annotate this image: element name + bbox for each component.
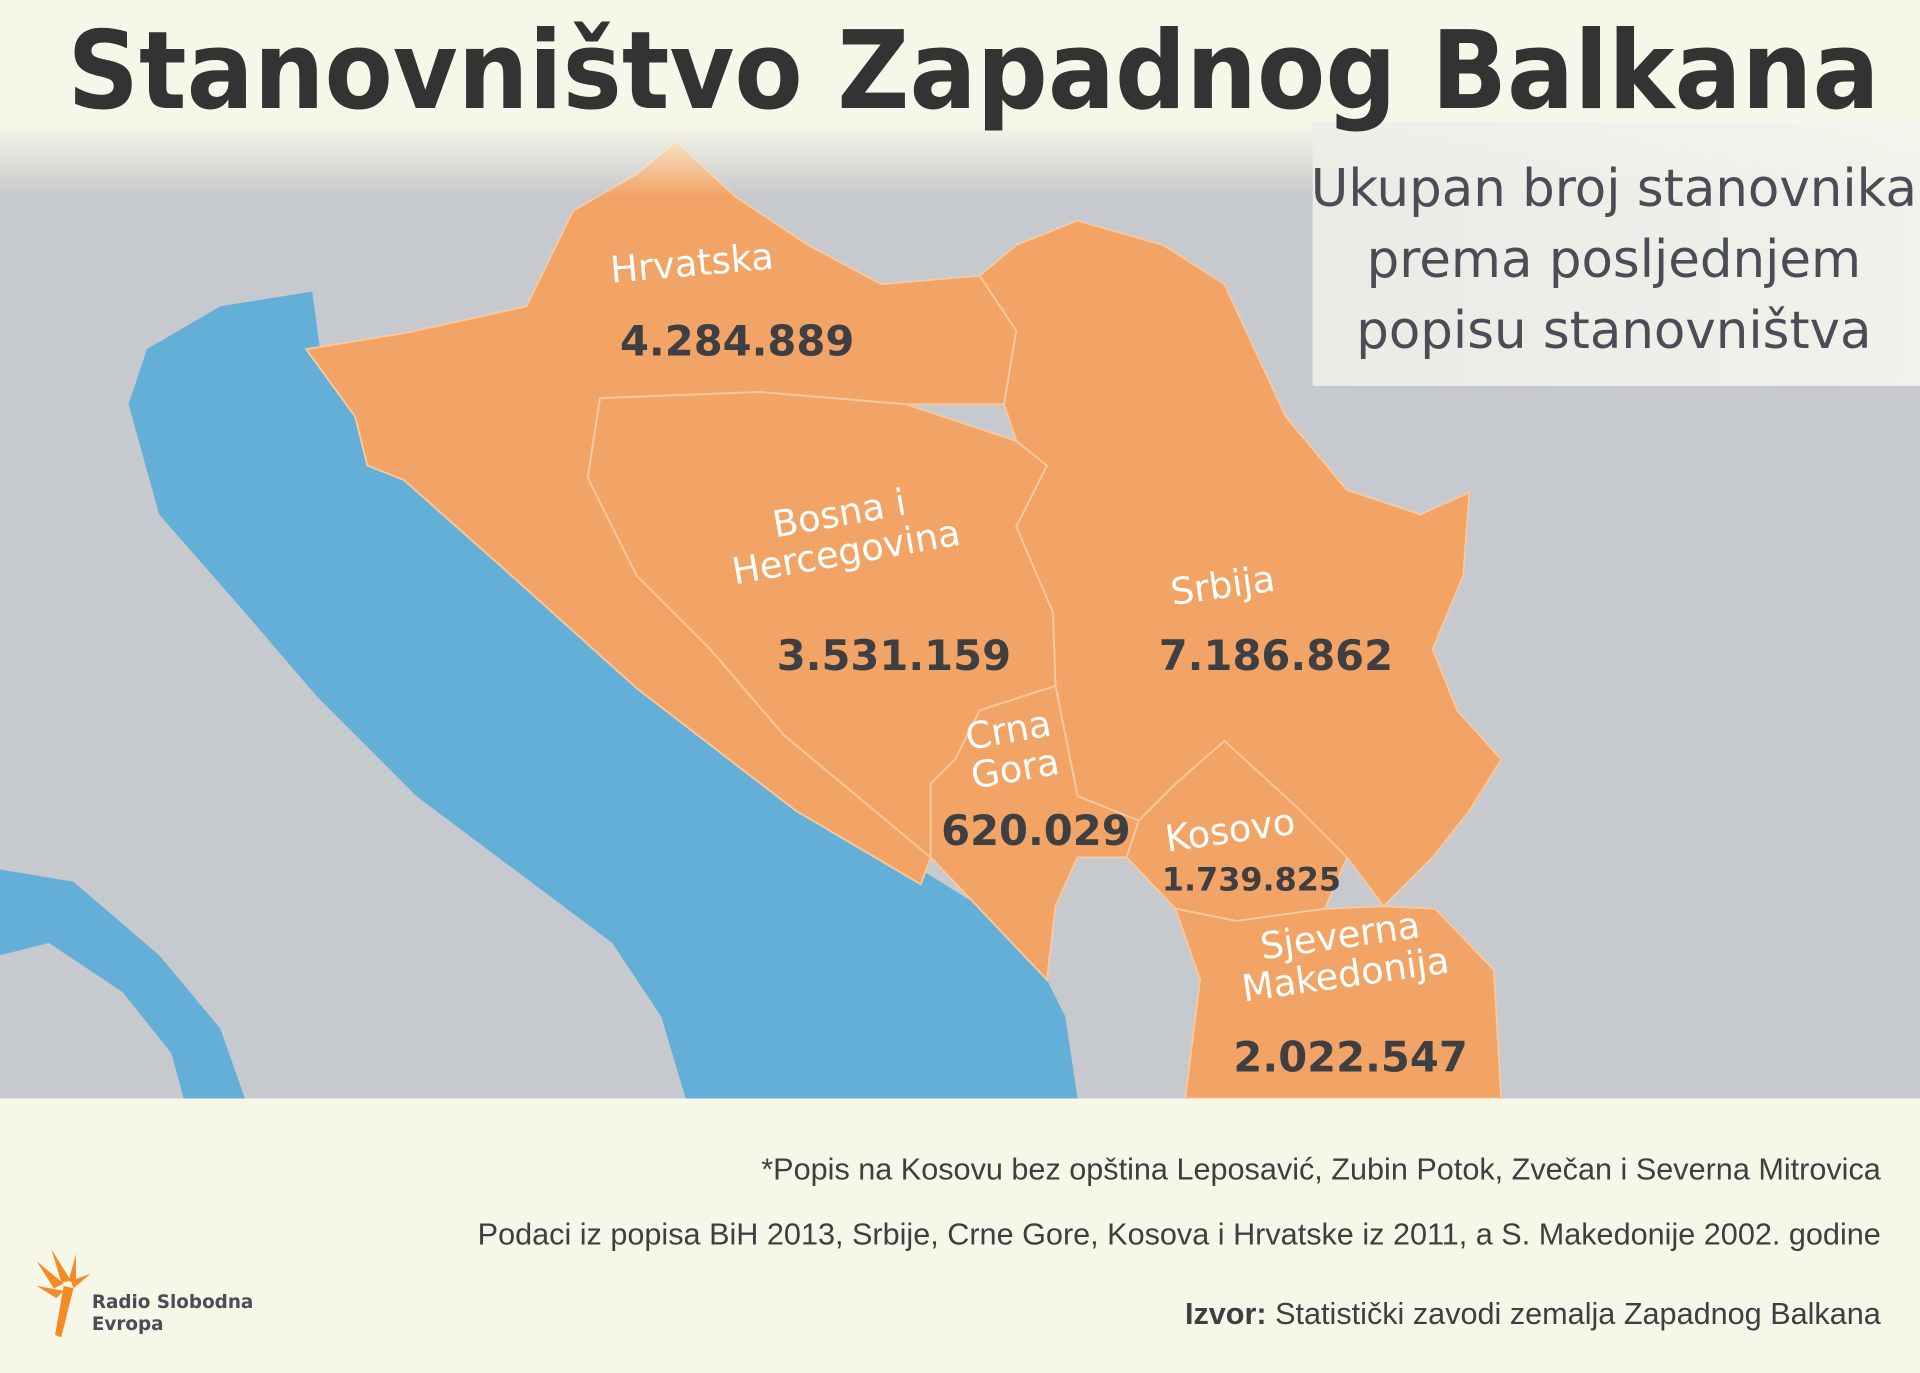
- sea: [128, 291, 1078, 1099]
- note: *Popis na Kosovu bez opština Leposavić, …: [761, 1152, 1882, 1186]
- title: Stanovništvo Zapadnog Balkana: [67, 9, 1879, 134]
- note: Podaci iz popisa BiH 2013, Srbije, Crne …: [478, 1217, 1881, 1251]
- source-label: Izvor:: [1185, 1297, 1267, 1331]
- country-shape: [978, 219, 1503, 908]
- footer: [0, 1098, 1920, 1373]
- region-population: 4.284.889: [620, 316, 854, 365]
- logo-mark: [55, 1285, 74, 1338]
- subtitle: Ukupan broj stanovnika: [1311, 159, 1917, 219]
- logo-mark: [36, 1249, 91, 1299]
- subtitle: popisu stanovništva: [1356, 301, 1871, 361]
- logo-text: Evropa: [92, 1314, 164, 1335]
- country-shape: [1125, 739, 1349, 922]
- source: Izvor: Statistički zavodi zemalja Zapadn…: [1185, 1297, 1882, 1331]
- region-population: 620.029: [941, 806, 1131, 855]
- region-population: 7.186.862: [1159, 631, 1393, 680]
- logo: Radio Slobodna Evropa: [36, 1249, 253, 1338]
- region-population: 2.022.547: [1233, 1033, 1467, 1082]
- subtitle-box: [1312, 122, 1920, 386]
- region-population: 3.531.159: [777, 631, 1011, 680]
- subtitle: prema posljednjem: [1367, 230, 1861, 290]
- region-population: 1.739.825: [1162, 860, 1341, 898]
- logo-text: Radio Slobodna: [92, 1292, 253, 1313]
- land: [0, 943, 184, 1099]
- country-shape: [1174, 905, 1503, 1100]
- source-text: Statistički zavodi zemalja Zapadnog Balk…: [1275, 1297, 1882, 1331]
- country-shapes: [304, 139, 1503, 1100]
